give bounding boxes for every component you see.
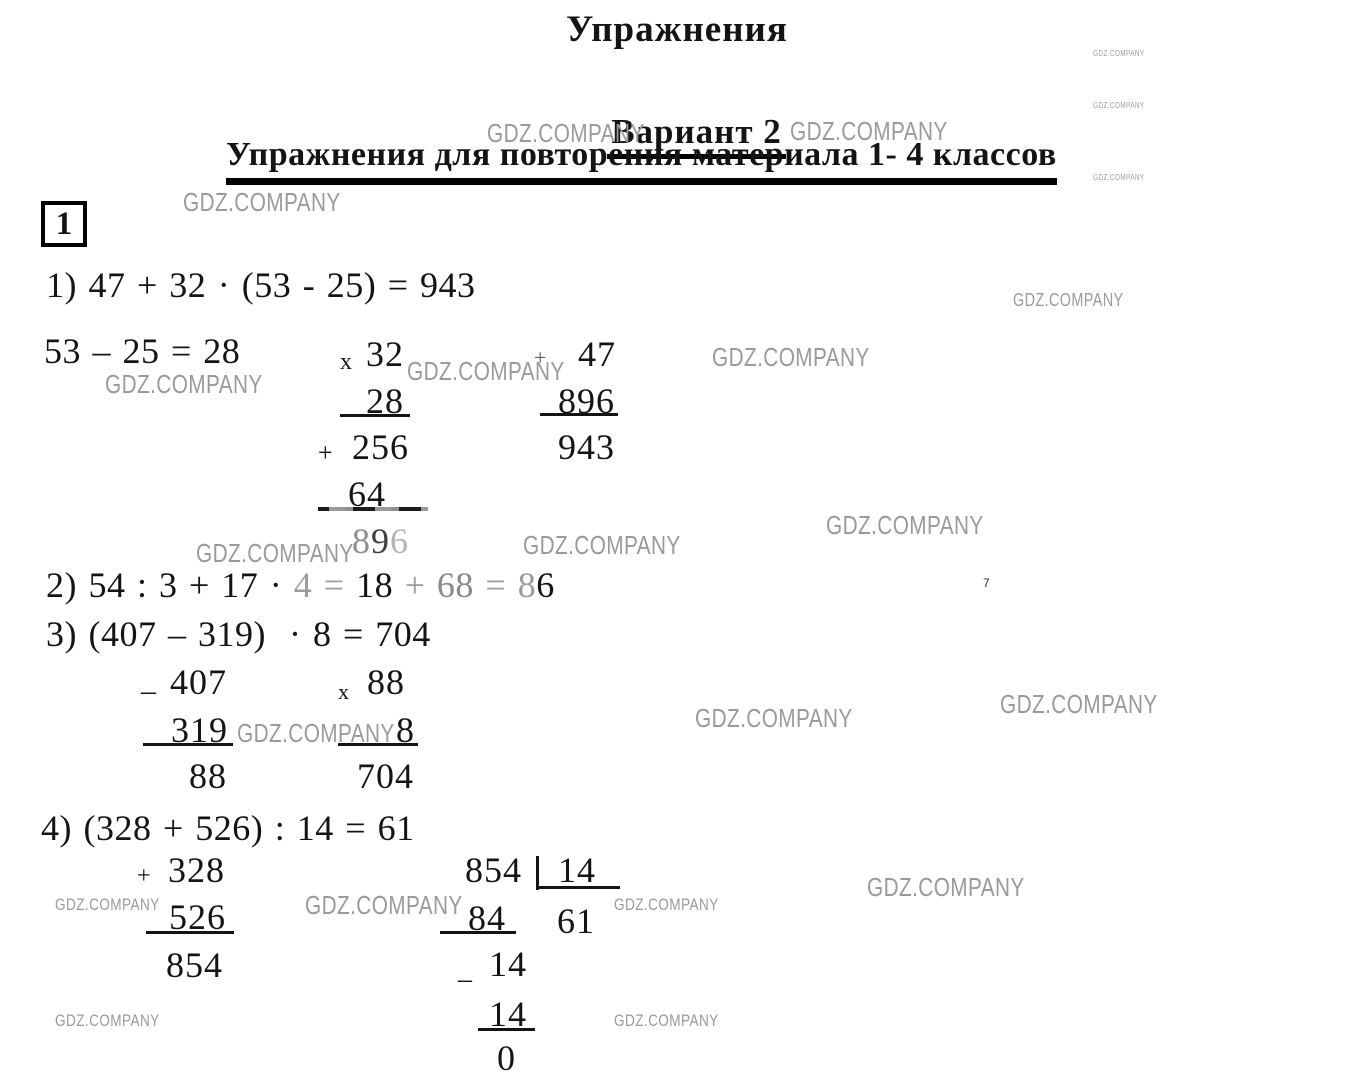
watermark: GDZ.COMPANY (1093, 173, 1145, 182)
equation-segment: = (473, 565, 518, 605)
watermark: GDZ.COMPANY (196, 538, 354, 568)
quotient: 61 (557, 901, 595, 941)
watermark: GDZ.COMPANY (1093, 101, 1145, 110)
scan-artifact-mark: 7 (983, 576, 990, 590)
watermark: GDZ.COMPANY (1093, 49, 1145, 58)
product: 704 (357, 756, 414, 796)
watermark: GDZ.COMPANY (487, 118, 645, 148)
multiply-sign: x (338, 679, 349, 704)
plus-sign: + (318, 438, 333, 467)
problem-1-step: 53 – 25 = 28 (44, 331, 241, 371)
equation-segment: + (404, 565, 437, 605)
problem-4-equation: 4) (328 + 526) : 14 = 61 (41, 808, 415, 848)
subtrahend: 319 (171, 710, 228, 750)
equation-segment: 68 (436, 565, 474, 605)
rule-under-multiplier (340, 414, 410, 417)
multiply-sign: x (340, 349, 352, 375)
watermark: GDZ.COMPANY (614, 895, 719, 914)
watermark: GDZ.COMPANY (55, 895, 160, 914)
watermark: GDZ.COMPANY (55, 1011, 160, 1030)
watermark: GDZ.COMPANY (695, 703, 853, 733)
multiplicand: 88 (367, 662, 405, 702)
watermark: GDZ.COMPANY (305, 890, 463, 920)
problem-1-equation: 1) 47 + 32 · (53 - 25) = 943 (46, 265, 476, 305)
plus-sign: + (137, 863, 151, 889)
watermark: GDZ.COMPANY (614, 1011, 719, 1030)
watermark: GDZ.COMPANY (1013, 290, 1124, 310)
problem-3-equation: 3) (407 – 319) · 8 = 704 (46, 614, 431, 654)
minus-sign: – (141, 674, 156, 707)
addend-1: 47 (578, 334, 616, 374)
sum: 854 (166, 945, 223, 985)
plus-sign: + (534, 345, 547, 370)
rule-under-addends (540, 413, 618, 416)
rule-under-addends (146, 931, 234, 934)
divisor: 14 (558, 850, 596, 890)
equation-segment: 8 (517, 565, 537, 605)
rule-under-partials (318, 507, 428, 511)
multiplier: 8 (396, 710, 415, 750)
equation-segment: = (312, 565, 357, 605)
rule-under-subtrahend (143, 743, 233, 746)
addend-1: 328 (168, 850, 225, 890)
minus-sign: – (458, 964, 472, 995)
watermark: GDZ.COMPANY (407, 356, 565, 386)
rule-under-subtrahend-1 (440, 931, 516, 934)
product-digit: 6 (390, 521, 409, 561)
dividend: 854 (465, 850, 522, 890)
product-digit: 8 (352, 521, 371, 561)
division-subtrahend-1: 84 (468, 898, 506, 938)
multiplier: 28 (366, 381, 404, 421)
addend-2: 526 (169, 897, 226, 937)
watermark: GDZ.COMPANY (1000, 689, 1158, 719)
partial-product-2: 64 (348, 474, 386, 514)
page-title: Упражнения (566, 9, 788, 50)
division-vertical-bar (536, 856, 539, 890)
partial-product-1: 256 (352, 427, 409, 467)
equation-segment: 4 (293, 565, 313, 605)
product-digit: 9 (371, 521, 390, 561)
section-heading: Упражнения для повторения материала 1- 4… (226, 136, 1057, 185)
exercise-number-badge: 1 (41, 201, 87, 247)
sum: 943 (558, 427, 615, 467)
product: 896 (352, 523, 409, 559)
watermark: GDZ.COMPANY (712, 342, 870, 372)
multiplicand: 32 (366, 334, 404, 374)
variant-title: Вариант 2 (0, 72, 1354, 199)
variant-title-text: Вариант 2 (607, 112, 786, 159)
watermark: GDZ.COMPANY (867, 872, 1025, 902)
remainder: 0 (497, 1038, 516, 1078)
watermark: GDZ.COMPANY (105, 369, 263, 399)
rule-under-multiplier (338, 743, 418, 746)
equation-segment: 18 (356, 565, 405, 605)
watermark: GDZ.COMPANY (790, 116, 948, 146)
division-horizontal-bar (536, 886, 620, 889)
watermark: GDZ.COMPANY (523, 530, 681, 560)
equation-segment: 2) 54 : 3 + 17 · (46, 565, 294, 605)
watermark: GDZ.COMPANY (183, 187, 341, 217)
equation-segment: 6 (536, 565, 555, 605)
watermark: GDZ.COMPANY (826, 510, 984, 540)
difference: 88 (189, 756, 227, 796)
rule-under-subtrahend-2 (478, 1028, 535, 1031)
minuend: 407 (170, 662, 227, 702)
watermark: GDZ.COMPANY (237, 718, 395, 748)
brought-down-remainder: 14 (489, 944, 527, 984)
division-subtrahend-2: 14 (489, 994, 527, 1034)
problem-2-equation: 2) 54 : 3 + 17 · 4 = 18 + 68 = 86 (46, 565, 555, 606)
